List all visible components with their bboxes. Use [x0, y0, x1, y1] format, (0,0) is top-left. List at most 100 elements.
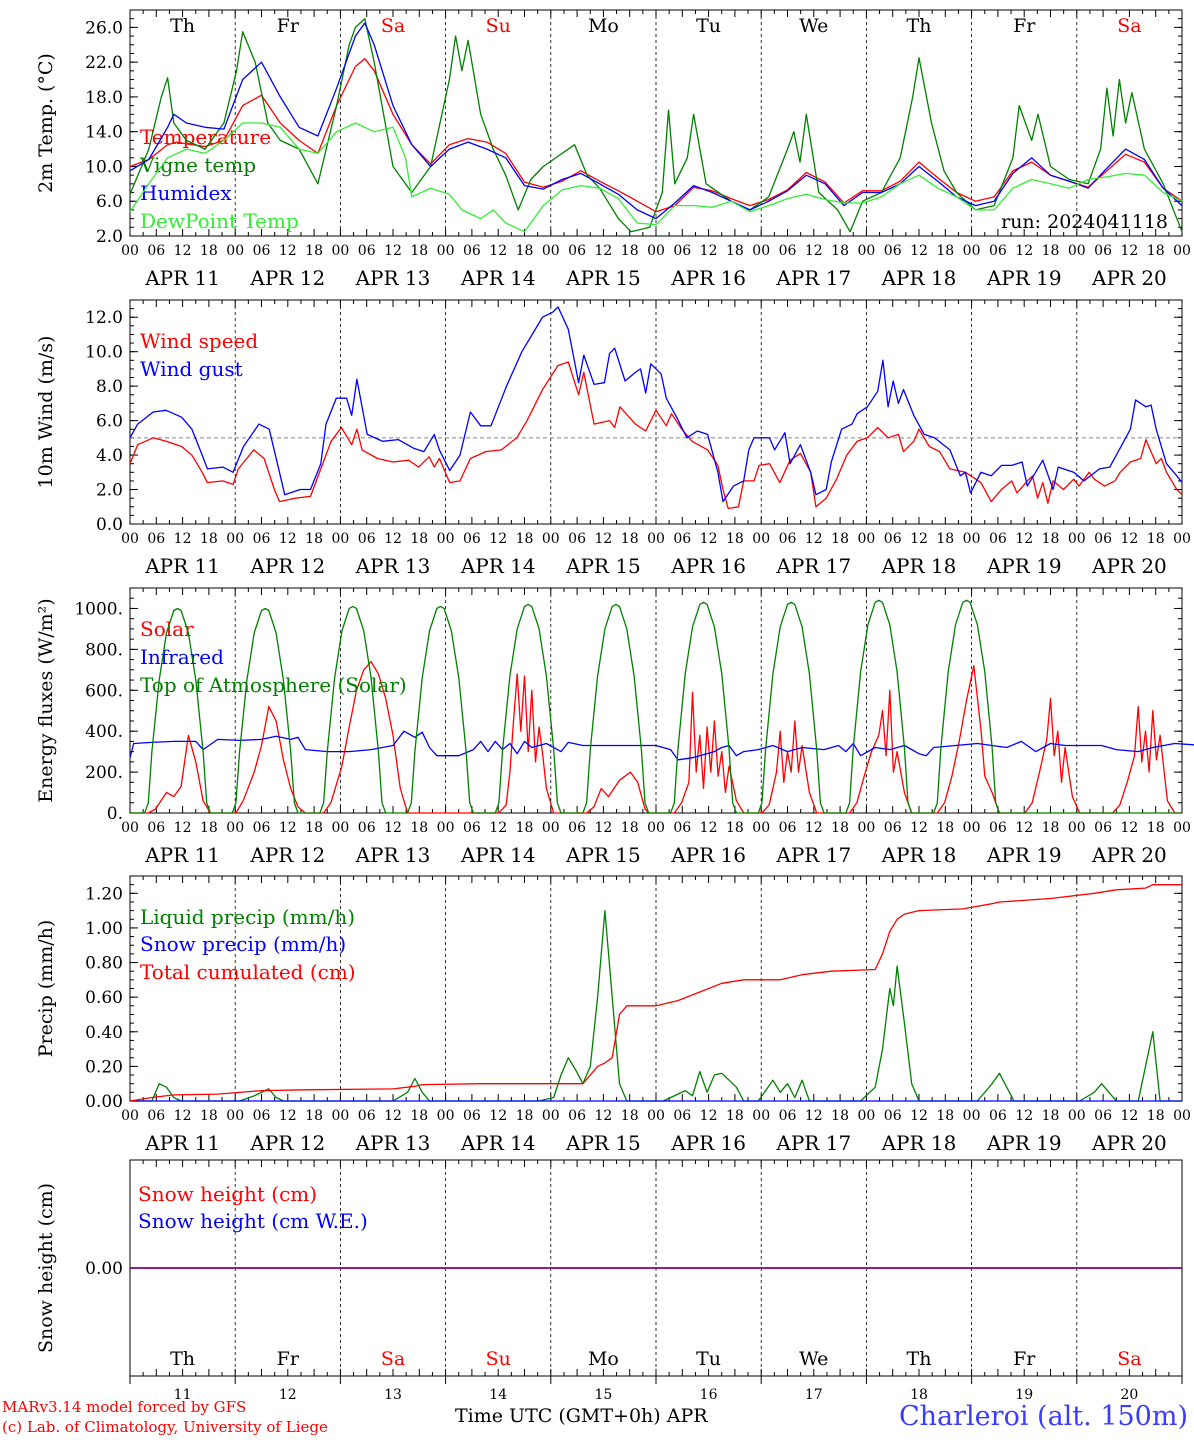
- hour-tick-label: 06: [463, 820, 481, 836]
- panel-3: 0. 200. 400. 600. 800. 1000. Energy fluxes (W/…: [35, 587, 1194, 867]
- hour-tick-label: 00: [437, 820, 455, 836]
- hour-tick-label: 00: [542, 243, 560, 259]
- y-tick-label: 0.00: [85, 1259, 123, 1279]
- weekday-label: Mo: [588, 1348, 619, 1370]
- date-label: APR 20: [1091, 554, 1167, 578]
- hour-tick-label: 06: [1094, 531, 1112, 547]
- day-number-label: 20: [1120, 1387, 1138, 1403]
- day-number-label: 16: [700, 1387, 718, 1403]
- hour-tick-label: 12: [910, 243, 928, 259]
- hour-tick-label: 06: [1094, 820, 1112, 836]
- date-label: APR 16: [670, 1131, 746, 1155]
- weekday-label: Mo: [588, 15, 619, 37]
- series-line-1: [129, 361, 1183, 510]
- y-tick-label: 22.0: [85, 53, 123, 73]
- hour-tick-label: 18: [1042, 531, 1060, 547]
- y-tick-label: 8.0: [96, 377, 123, 397]
- y-tick-label: 600.: [85, 681, 123, 701]
- weekday-label: We: [799, 1348, 828, 1370]
- weekday-label: Th: [170, 15, 195, 37]
- y-tick-label: 800.: [85, 640, 123, 660]
- date-label: APR 17: [775, 843, 851, 867]
- hour-tick-label: 12: [1120, 243, 1138, 259]
- hour-tick-label: 06: [779, 820, 797, 836]
- hour-tick-label: 12: [805, 531, 823, 547]
- hour-tick-label: 06: [884, 531, 902, 547]
- date-label: APR 16: [670, 554, 746, 578]
- hour-tick-label: 18: [1042, 1108, 1060, 1124]
- hour-tick-label: 18: [410, 1108, 428, 1124]
- hour-tick-label: 00: [121, 531, 139, 547]
- hour-tick-label: 12: [174, 1108, 192, 1124]
- hour-tick-label: 18: [410, 531, 428, 547]
- hour-tick-label: 06: [358, 243, 376, 259]
- y-tick-label: 0.40: [85, 1023, 123, 1043]
- weekday-label: Tu: [696, 1348, 721, 1370]
- hour-tick-label: 18: [305, 243, 323, 259]
- hour-tick-label: 00: [647, 243, 665, 259]
- hour-tick-label: 00: [226, 820, 244, 836]
- hour-tick-label: 12: [279, 531, 297, 547]
- date-label: APR 17: [775, 1131, 851, 1155]
- date-label: APR 20: [1091, 843, 1167, 867]
- hour-tick-label: 06: [568, 531, 586, 547]
- hour-tick-label: 12: [594, 820, 612, 836]
- hour-tick-label: 06: [358, 531, 376, 547]
- y-axis-title: Energy fluxes (W/m²): [35, 598, 57, 802]
- hour-tick-label: 12: [700, 243, 718, 259]
- hour-tick-label: 00: [752, 820, 770, 836]
- hour-tick-label: 06: [884, 243, 902, 259]
- hour-tick-label: 06: [673, 1108, 691, 1124]
- hour-tick-label: 12: [1015, 820, 1033, 836]
- hour-tick-label: 06: [1094, 243, 1112, 259]
- hour-tick-label: 00: [857, 531, 875, 547]
- hour-tick-label: 12: [384, 820, 402, 836]
- y-tick-label: 14.0: [85, 123, 123, 143]
- hour-tick-label: 12: [700, 531, 718, 547]
- hour-tick-label: 18: [200, 243, 218, 259]
- legend-entry: Top of Atmosphere (Solar): [140, 673, 407, 697]
- hour-tick-label: 18: [726, 531, 744, 547]
- hour-tick-label: 00: [121, 243, 139, 259]
- date-label: APR 12: [249, 266, 325, 290]
- hour-tick-label: 06: [989, 820, 1007, 836]
- date-label: APR 13: [355, 266, 431, 290]
- hour-tick-label: 00: [331, 531, 349, 547]
- date-label: APR 20: [1091, 266, 1167, 290]
- hour-tick-label: 18: [1147, 820, 1165, 836]
- day-number-label: 13: [384, 1387, 402, 1403]
- weekday-label: Sa: [381, 1348, 405, 1370]
- weekday-label: Sa: [1117, 15, 1141, 37]
- y-tick-label: 6.0: [96, 192, 123, 212]
- hour-tick-label: 12: [910, 1108, 928, 1124]
- hour-tick-label: 18: [621, 531, 639, 547]
- hour-tick-label: 06: [568, 243, 586, 259]
- hour-tick-label: 12: [910, 531, 928, 547]
- legend-entry: Vigne temp: [139, 153, 256, 177]
- weekday-label: Th: [907, 1348, 932, 1370]
- date-label: APR 15: [565, 1131, 641, 1155]
- date-label: APR 15: [565, 266, 641, 290]
- y-tick-label: 6.0: [96, 412, 123, 432]
- hour-tick-label: 18: [200, 820, 218, 836]
- date-label: APR 18: [881, 266, 957, 290]
- legend-entry: Snow height (cm W.E.): [138, 1209, 368, 1233]
- hour-tick-label: 12: [805, 820, 823, 836]
- hour-tick-label: 12: [1015, 1108, 1033, 1124]
- hour-tick-label: 00: [963, 820, 981, 836]
- date-label: APR 16: [670, 843, 746, 867]
- date-label: APR 18: [881, 843, 957, 867]
- hour-tick-label: 18: [831, 531, 849, 547]
- y-tick-label: 4.0: [96, 446, 123, 466]
- date-label: APR 14: [460, 843, 536, 867]
- y-tick-label: 0.00: [85, 1092, 123, 1112]
- weekday-label: Tu: [696, 15, 721, 37]
- hour-tick-label: 00: [437, 1108, 455, 1124]
- hour-tick-label: 06: [673, 531, 691, 547]
- y-axis-title: Snow height (cm): [35, 1183, 57, 1353]
- date-label: APR 14: [460, 266, 536, 290]
- date-label: APR 17: [775, 554, 851, 578]
- weekday-label: Fr: [277, 15, 300, 37]
- hour-tick-label: 00: [963, 531, 981, 547]
- date-label: APR 11: [144, 554, 220, 578]
